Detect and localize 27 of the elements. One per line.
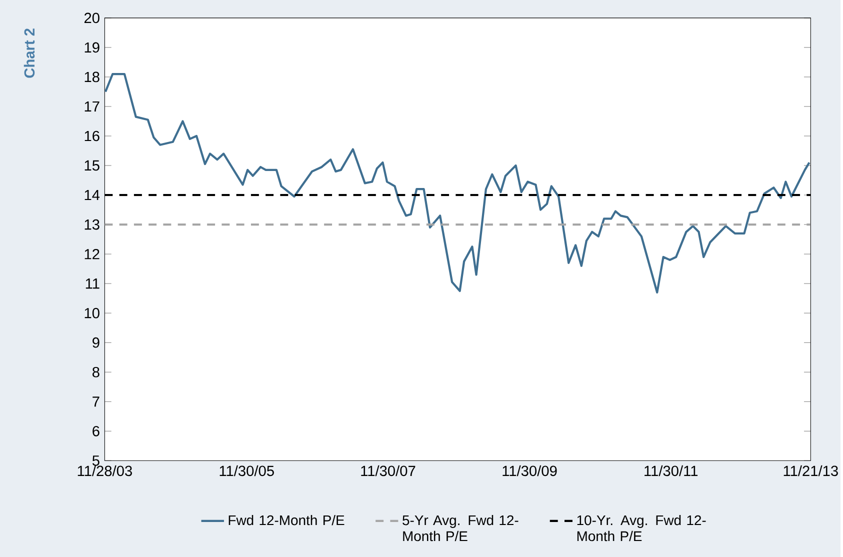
caption: Chart 2 (24, 28, 35, 78)
y-tick-label: 15 (84, 160, 100, 170)
y-tick-label: 8 (92, 366, 100, 378)
x-tick-label: 11/30/11 (644, 465, 698, 476)
y-tick-label: 10 (84, 308, 100, 318)
x-tick-label: 11/30/07 (361, 465, 416, 476)
y-tick-label: 16 (84, 130, 100, 141)
y-tick-label: 20 (84, 12, 100, 23)
y-tick-label: 9 (92, 337, 100, 348)
line-series (104, 72, 810, 294)
y-tick-label: 6 (92, 426, 100, 436)
y-tick-label: 5 (92, 455, 100, 466)
y-tick-label: 12 (84, 248, 100, 259)
x-tick-label: 11/28/03 (78, 465, 132, 476)
y-tick-label: 13 (84, 219, 100, 230)
legend-label: Fwd 12-Month P/E (228, 514, 344, 526)
x-tick-label: 11/30/09 (502, 465, 557, 476)
y-tick-label: 17 (84, 101, 100, 112)
legend-label: 10-Yr. Avg. Fwd 12-Month P/E (577, 514, 706, 541)
y-tick-label: 14 (84, 190, 100, 200)
legend-label: 5-Yr Avg. Fwd 12-Month P/E (402, 514, 518, 541)
y-tick-label: 19 (84, 42, 100, 52)
y-tick-label: 7 (92, 396, 100, 406)
y-tick-label: 18 (84, 72, 100, 82)
x-tick-label: 11/21/13 (784, 465, 838, 476)
y-tick-label: 11 (86, 278, 100, 288)
x-tick-label: 11/30/05 (220, 465, 274, 476)
